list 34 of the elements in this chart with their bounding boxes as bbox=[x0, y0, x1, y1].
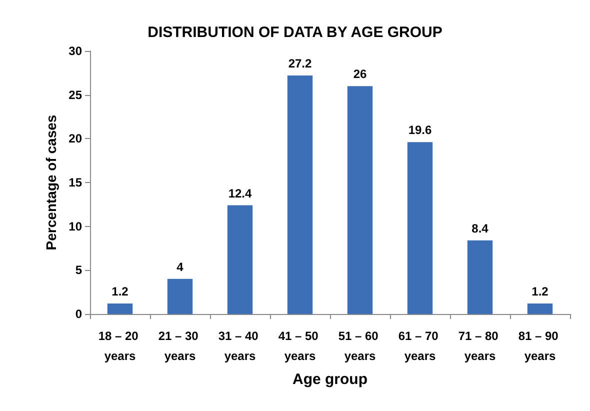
bar bbox=[167, 278, 193, 314]
x-tick-label: 41 – 50 years bbox=[278, 329, 322, 363]
data-label: 27.2 bbox=[288, 56, 312, 71]
y-tick-label: 20 bbox=[68, 132, 82, 146]
x-tick-label: 81 – 90 years bbox=[518, 329, 562, 363]
chart-title: DISTRIBUTION OF DATA BY AGE GROUP bbox=[148, 24, 442, 41]
x-tick-label: 71 – 80 years bbox=[458, 329, 502, 363]
data-label: 4 bbox=[176, 260, 184, 274]
data-label: 1.2 bbox=[112, 284, 129, 298]
bar bbox=[347, 86, 373, 314]
bar bbox=[107, 303, 133, 314]
bar bbox=[467, 240, 493, 314]
x-tick-label: 18 – 20 years bbox=[98, 329, 142, 363]
bar bbox=[227, 205, 253, 314]
data-label: 26 bbox=[353, 67, 367, 82]
bar bbox=[527, 303, 553, 314]
y-tick-label: 15 bbox=[68, 176, 82, 190]
x-tick-label: 61 – 70 years bbox=[398, 329, 442, 363]
y-axis-title: Percentage of cases bbox=[42, 114, 59, 250]
y-tick-label: 10 bbox=[68, 219, 82, 234]
data-label: 19.6 bbox=[408, 123, 432, 138]
data-label: 12.4 bbox=[228, 186, 252, 200]
bar bbox=[407, 142, 433, 314]
data-label: 8.4 bbox=[472, 221, 489, 236]
bar bbox=[287, 76, 313, 314]
y-tick-label: 25 bbox=[68, 88, 82, 102]
x-tick-label: 21 – 30 years bbox=[158, 329, 202, 363]
x-tick-label: 31 – 40 years bbox=[218, 329, 262, 363]
data-label: 1.2 bbox=[532, 284, 549, 298]
x-tick-label: 51 – 60 years bbox=[338, 329, 382, 363]
y-tick-label: 0 bbox=[75, 307, 82, 321]
x-axis-title: Age group bbox=[292, 371, 368, 388]
y-tick-label: 5 bbox=[75, 263, 82, 278]
y-tick-label: 30 bbox=[68, 44, 82, 58]
